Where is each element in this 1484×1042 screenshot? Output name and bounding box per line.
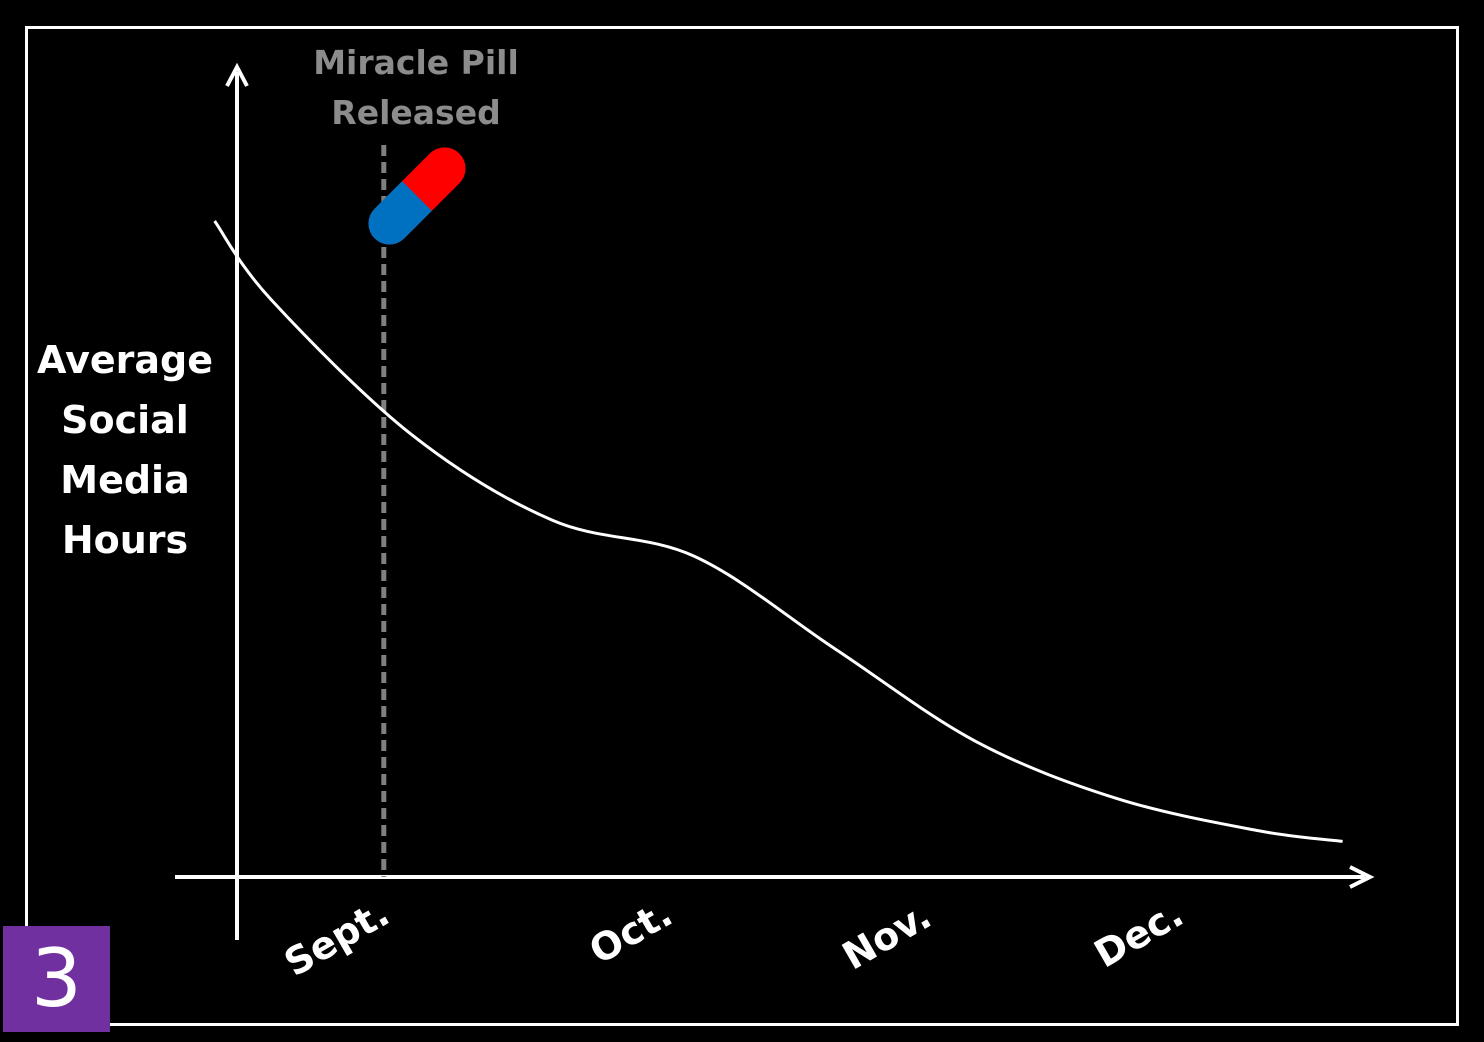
chart-axes	[175, 62, 1375, 940]
series-line-0	[213, 220, 1343, 843]
y-axis-arrowhead	[225, 62, 249, 87]
x-tick-label: Dec.	[1087, 891, 1191, 976]
pill-shape	[368, 147, 466, 245]
event-annotation-line: Miracle Pill	[313, 43, 519, 82]
y-axis-label-line: Media	[60, 458, 190, 502]
event-annotation: Miracle Pill Released	[300, 38, 532, 138]
slide-frame	[25, 26, 1459, 1026]
y-axis-label-line: Average	[37, 338, 213, 382]
x-tick-labels: Sept. Oct. Nov. Dec.	[277, 891, 1191, 986]
x-tick-label: Nov.	[835, 893, 938, 978]
x-axis-arrowhead	[1349, 865, 1375, 889]
event-annotation-line: Released	[331, 93, 501, 132]
x-tick-label: Oct.	[582, 891, 680, 973]
y-axis-label: Average Social Media Hours	[30, 330, 220, 570]
pill-blue-half	[368, 181, 432, 245]
y-axis-label-line: Hours	[61, 518, 189, 562]
slide-number-badge: 3	[3, 926, 110, 1032]
pill-icon	[368, 147, 466, 245]
y-axis-label-line: Social	[61, 398, 189, 442]
x-tick-label: Sept.	[277, 891, 397, 986]
chart-series	[213, 220, 1343, 843]
